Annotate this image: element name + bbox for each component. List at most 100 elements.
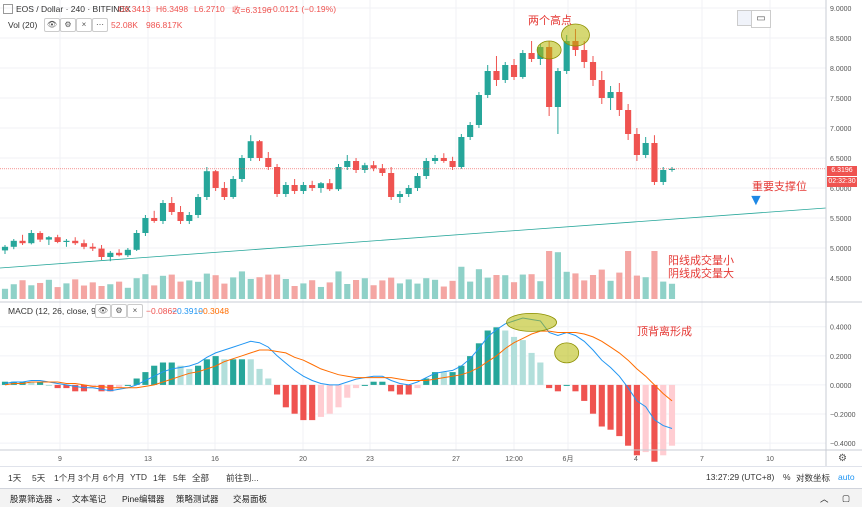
volume-bar	[651, 251, 658, 299]
macd-histogram-bar	[133, 378, 140, 385]
chevron-down-icon[interactable]: ⌄	[55, 493, 63, 503]
candle-body	[282, 185, 289, 194]
volume-bar	[80, 285, 88, 299]
close-icon[interactable]: ×	[127, 304, 143, 318]
volume-bar	[537, 281, 544, 299]
tab-pine-editor[interactable]: Pine编辑器	[122, 494, 165, 504]
macd-histogram-bar	[537, 362, 544, 385]
chart-canvas[interactable]: 9.0000 8.5000 8.0000 7.5000 7.0000 6.5000 6.00…	[0, 0, 862, 466]
macd-histogram-bar	[449, 372, 456, 385]
time-tick-label: 13	[144, 456, 152, 463]
price-tick-label: 8.0000	[830, 66, 852, 73]
volume-bar	[458, 266, 465, 299]
volume-bar	[431, 279, 439, 299]
candle-body	[238, 158, 246, 179]
candle-body	[168, 203, 175, 212]
price-tick-label: 7.0000	[830, 126, 852, 133]
macd-histogram-bar	[159, 362, 167, 385]
ohlc-low: L6.2710	[194, 4, 225, 14]
percent-toggle[interactable]: %	[783, 472, 791, 482]
tab-text-notes[interactable]: 文本笔记	[72, 494, 107, 504]
macd-histogram-bar	[572, 384, 579, 392]
volume-bar	[151, 285, 158, 299]
candle-body	[361, 165, 368, 170]
candle-body	[519, 53, 526, 77]
time-tick-label: 4	[634, 456, 638, 463]
more-icon[interactable]: ⋯	[92, 18, 108, 32]
macd-histogram-bar	[291, 384, 298, 414]
range-all[interactable]: 全部	[192, 473, 210, 483]
range-5y[interactable]: 5年	[173, 473, 187, 483]
volume-bar	[124, 287, 131, 299]
volume-bar	[273, 274, 281, 299]
volume-bar	[142, 274, 149, 299]
time-tick-label: 12:00	[505, 456, 523, 463]
range-1m[interactable]: 1个月	[54, 473, 76, 483]
settings-icon[interactable]: ⚙	[111, 304, 127, 318]
candle-body	[159, 203, 167, 221]
settings-icon[interactable]: ⚙	[60, 18, 76, 32]
volume-bar	[89, 282, 96, 299]
candle-body	[195, 197, 202, 215]
range-ytd[interactable]: YTD	[130, 472, 147, 482]
support-annotation: 重要支撑位	[752, 181, 807, 193]
volume-bar	[493, 275, 500, 299]
macd-histogram-bar	[335, 384, 342, 408]
range-1d[interactable]: 1天	[8, 473, 22, 483]
collapse-icon[interactable]	[3, 4, 13, 14]
trendlines	[0, 207, 827, 269]
time-tick-label: 9	[58, 456, 62, 463]
macd-histogram-bar	[616, 384, 623, 437]
macd-histogram-bar	[177, 365, 184, 385]
price-tick-label: 8.5000	[830, 36, 852, 43]
volume-bars	[1, 251, 676, 299]
tab-trading-panel[interactable]: 交易面板	[233, 494, 268, 504]
volume-bar	[546, 251, 553, 299]
volume-bar	[309, 280, 316, 299]
tab-stock-screener[interactable]: 股票筛选器	[10, 494, 53, 504]
close-icon[interactable]: ×	[76, 18, 92, 32]
macd-histogram-bar	[660, 384, 667, 456]
eye-icon[interactable]: 👁	[95, 304, 111, 318]
candle-body	[133, 233, 140, 250]
volume-bar	[528, 274, 535, 299]
candle-body	[142, 218, 149, 233]
log-toggle[interactable]: 对数坐标	[796, 473, 831, 483]
volume-bar	[54, 287, 61, 299]
comment-icon[interactable]: ▭	[751, 10, 771, 28]
candle-body	[589, 62, 597, 80]
auto-toggle[interactable]: auto	[838, 472, 855, 482]
ohlc-high: H6.3498	[156, 4, 189, 14]
tab-strategy-tester[interactable]: 策略测试器	[176, 494, 219, 504]
macd-tick-label: 0.4000	[830, 325, 852, 332]
volume-bar	[45, 279, 52, 299]
candle-body	[247, 141, 254, 158]
goto-button[interactable]: 前往到...	[226, 473, 259, 483]
macd-histogram-bar	[528, 352, 535, 385]
range-6m[interactable]: 6个月	[103, 473, 125, 483]
volume-bar	[256, 277, 263, 299]
volume-bar	[230, 277, 237, 299]
volume-bar	[660, 281, 667, 299]
candle-body	[177, 212, 184, 221]
macd-histogram-bar	[212, 356, 219, 385]
price-tick-label: 7.5000	[830, 96, 852, 103]
macd-histogram-bar	[642, 384, 649, 453]
macd-histogram-bar	[370, 381, 377, 385]
range-5d[interactable]: 5天	[32, 473, 46, 483]
maximize-icon[interactable]: ▢	[842, 493, 851, 503]
range-3m[interactable]: 3个月	[78, 473, 100, 483]
high-2-ellipse	[561, 23, 590, 47]
eye-icon[interactable]: 👁	[44, 18, 60, 32]
macd-line	[4, 317, 673, 429]
macd-histogram-bar	[282, 384, 289, 408]
minimize-icon[interactable]: ︿	[820, 494, 829, 504]
range-1y[interactable]: 1年	[153, 473, 167, 483]
macd-label: MACD (12, 26, close, 9)	[8, 306, 99, 316]
candle-body	[317, 183, 325, 188]
macd-histogram-bar	[423, 378, 430, 385]
macd-histogram-bar	[475, 343, 482, 385]
volume-bar	[19, 280, 26, 299]
candle-body	[440, 158, 447, 161]
volume-bar	[203, 273, 210, 299]
